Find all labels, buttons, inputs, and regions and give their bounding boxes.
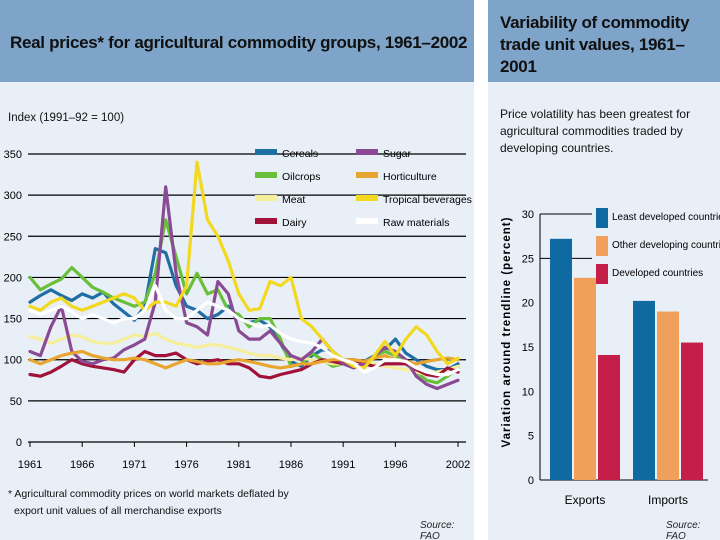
x-tick-label: 1996: [383, 459, 407, 471]
series-line-meat: [28, 331, 460, 377]
bar-legend-label-other_developing: Other developing countries: [612, 240, 720, 251]
bar-y-tick-label: 20: [522, 298, 534, 310]
bar-legend-label-least_developed: Least developed countries: [612, 212, 720, 223]
footnote-line-2: export unit values of all merchandise ex…: [14, 505, 222, 517]
legend-swatch-dairy: [255, 218, 277, 224]
bar-legend-swatch-least_developed: [596, 208, 608, 228]
line-chart: 0 50 100 150 200 250 300 350 1961 1966 1971 1976 198…: [4, 148, 472, 471]
x-tick-label: 1981: [227, 459, 251, 471]
bar-legend-swatch-developed: [596, 264, 608, 284]
right-chart-subtitle: Price volatility has been greatest for a…: [500, 107, 691, 155]
legend-label-meat: Meat: [282, 194, 305, 206]
left-chart-panel: Real prices* for agricultural commodity …: [0, 0, 474, 540]
bar-y-tick-label: 30: [522, 209, 534, 221]
legend-swatch-sugar: [356, 149, 378, 155]
x-tick-label: 1966: [70, 459, 94, 471]
right-chart-panel: Variability of commodity trade unit valu…: [488, 0, 720, 540]
bar-legend-label-developed: Developed countries: [612, 268, 703, 279]
series-line-tropical: [28, 160, 460, 370]
y-tick-label: 150: [4, 314, 22, 326]
legend-label-horticulture: Horticulture: [383, 171, 437, 183]
bar-y-axis-label: Variation around trendline (percent): [501, 217, 513, 448]
y-tick-label: 200: [4, 272, 22, 284]
bar-legend-swatch-other_developing: [596, 236, 608, 256]
series-line-dairy: [28, 349, 460, 380]
series-line-raw: [28, 284, 460, 377]
legend-label-cereals: Cereals: [282, 148, 318, 160]
left-chart-title: Real prices* for agricultural commodity …: [10, 33, 468, 52]
bar-developed-exports: [598, 354, 620, 480]
series-line-horticulture: [28, 349, 460, 370]
bar-chart: Variation around trendline (percent) 0 5 10…: [501, 208, 720, 507]
x-tick-label: 1976: [174, 459, 198, 471]
bar-developed-imports: [681, 342, 703, 480]
legend-swatch-raw: [356, 218, 378, 224]
legend-swatch-meat: [255, 195, 277, 201]
y-tick-label: 300: [4, 190, 22, 202]
legend-label-oilcrops: Oilcrops: [282, 171, 321, 183]
y-tick-label: 0: [16, 437, 22, 449]
x-tick-label: 1961: [18, 459, 42, 471]
right-source: Source: FAO: [666, 520, 701, 540]
legend-swatch-horticulture: [356, 172, 378, 178]
x-tick-label: 1986: [279, 459, 303, 471]
legend-swatch-oilcrops: [255, 172, 277, 178]
right-chart-title: Variability of commodity trade unit valu…: [500, 13, 690, 76]
bar-y-tick-label: 5: [528, 431, 534, 443]
bar-y-tick-label: 10: [522, 386, 534, 398]
y-tick-label: 350: [4, 149, 22, 161]
legend-swatch-tropical: [356, 195, 378, 201]
y-tick-label: 250: [4, 231, 22, 243]
right-header-band: [488, 0, 720, 82]
bar-y-tick-label: 15: [522, 342, 534, 354]
bar-other_developing-imports: [657, 311, 679, 480]
bar-y-tick-label: 25: [522, 253, 534, 265]
bar-other_developing-exports: [574, 277, 596, 480]
x-tick-label: 1971: [122, 459, 146, 471]
bar-y-tick-label: 0: [528, 475, 534, 487]
left-header-band: [0, 0, 474, 82]
y-tick-label: 50: [10, 396, 22, 408]
legend-label-tropical: Tropical beverages: [383, 194, 472, 206]
legend-label-dairy: Dairy: [282, 217, 307, 229]
bar-category-label: Imports: [648, 493, 688, 507]
left-y-axis-label: Index (1991–92 = 100): [8, 112, 125, 124]
bar-category-label: Exports: [565, 493, 606, 507]
bar-least_developed-exports: [550, 238, 572, 480]
series-line-sugar: [28, 185, 460, 391]
x-tick-label: 1991: [331, 459, 355, 471]
footnote-line-1: * Agricultural commodity prices on world…: [8, 488, 289, 500]
legend-label-sugar: Sugar: [383, 148, 412, 160]
x-tick-label: 2002: [446, 459, 470, 471]
bar-least_developed-imports: [633, 300, 655, 480]
legend-swatch-cereals: [255, 149, 277, 155]
legend-label-raw: Raw materials: [383, 217, 450, 229]
y-tick-label: 100: [4, 355, 22, 367]
left-source: Source: FAO: [420, 520, 455, 540]
